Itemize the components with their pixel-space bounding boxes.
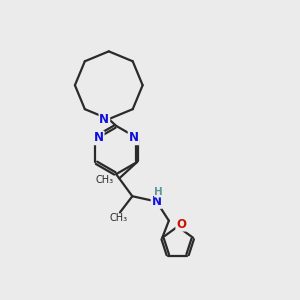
- Text: CH₃: CH₃: [110, 213, 128, 223]
- Text: CH₃: CH₃: [96, 175, 114, 185]
- Text: H: H: [154, 187, 163, 197]
- Text: N: N: [94, 131, 104, 144]
- Text: N: N: [128, 131, 139, 144]
- Text: N: N: [152, 195, 161, 208]
- Text: O: O: [176, 218, 186, 231]
- Text: N: N: [99, 112, 110, 126]
